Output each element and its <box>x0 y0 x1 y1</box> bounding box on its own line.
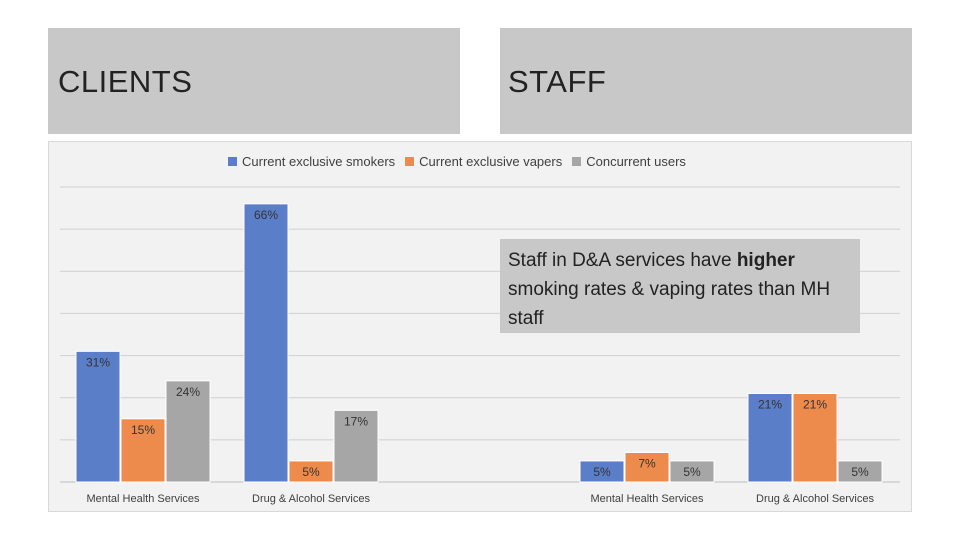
bar <box>75 350 121 483</box>
data-label: 31% <box>86 355 110 369</box>
bar <box>243 203 289 483</box>
callout-emphasis: higher <box>736 250 795 271</box>
category-label: Mental Health Services <box>590 493 704 505</box>
data-label: 24% <box>176 385 200 399</box>
data-label: 5% <box>683 465 701 479</box>
data-label: 21% <box>758 398 782 412</box>
legend-label-concurrent: Concurrent users <box>586 153 686 169</box>
legend-item-smokers: Current exclusive smokers <box>228 154 395 169</box>
data-label: 15% <box>131 423 155 437</box>
bar <box>288 460 334 483</box>
legend-swatch-smokers <box>228 156 237 166</box>
bar <box>333 409 379 483</box>
bar <box>579 460 625 483</box>
legend-swatch-vapers <box>405 156 415 166</box>
staff-title: STAFF <box>508 64 607 99</box>
bar <box>792 393 838 483</box>
bar <box>120 418 166 483</box>
legend-item-vapers: Current exclusive vapers <box>405 154 562 169</box>
callout-box: Staff in D&A services have higher smokin… <box>500 239 860 333</box>
bar <box>624 452 670 483</box>
staff-header: STAFF <box>500 28 912 134</box>
callout-text-after: smoking rates & vaping rates than MH sta… <box>508 279 831 329</box>
bar <box>165 380 211 483</box>
category-label: Drug & Alcohol Services <box>756 493 874 505</box>
category-label: Drug & Alcohol Services <box>252 493 370 505</box>
legend-swatch-concurrent <box>572 156 582 166</box>
category-label: Mental Health Services <box>86 493 200 505</box>
data-label: 17% <box>344 414 368 428</box>
legend-item-concurrent: Concurrent users <box>572 154 686 169</box>
clients-title: CLIENTS <box>58 64 193 99</box>
data-label: 5% <box>851 465 869 479</box>
clients-header: CLIENTS <box>48 28 460 134</box>
chart-legend: Current exclusive smokers Current exclus… <box>228 153 696 169</box>
callout-text-before: Staff in D&A services have <box>508 250 737 271</box>
legend-label-vapers: Current exclusive vapers <box>419 153 563 169</box>
bar <box>747 393 793 483</box>
data-label: 66% <box>254 208 278 222</box>
data-label: 5% <box>302 465 320 479</box>
bar <box>669 460 715 483</box>
legend-label-smokers: Current exclusive smokers <box>242 153 396 169</box>
data-label: 21% <box>803 398 827 412</box>
data-label: 7% <box>638 457 656 471</box>
data-label: 5% <box>593 465 611 479</box>
bar <box>837 460 883 483</box>
